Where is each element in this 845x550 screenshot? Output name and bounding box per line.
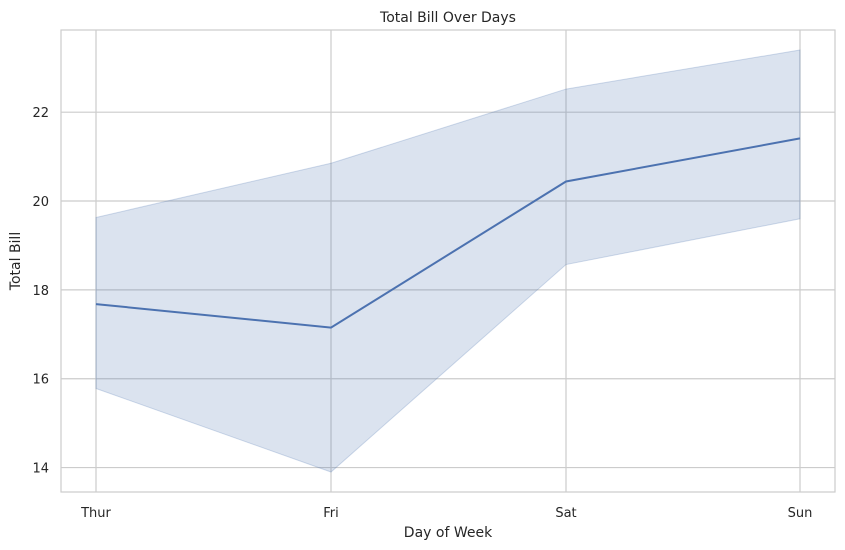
x-tick-label: Fri bbox=[323, 506, 339, 521]
grid bbox=[61, 30, 835, 492]
series-line bbox=[95, 137, 801, 329]
x-tick-label: Sun bbox=[788, 506, 813, 521]
y-tick-label: 22 bbox=[32, 106, 49, 121]
chart-title: Total Bill Over Days bbox=[379, 10, 516, 26]
x-axis-label: Day of Week bbox=[404, 525, 493, 541]
y-tick-label: 14 bbox=[32, 462, 49, 477]
confidence-band-layer bbox=[95, 49, 801, 473]
x-tick-label: Sat bbox=[555, 506, 576, 521]
series-line-layer bbox=[95, 137, 801, 329]
confidence-band bbox=[95, 49, 801, 473]
x-axis-ticks: Thur Fri Sat Sun bbox=[80, 506, 812, 521]
y-tick-label: 18 bbox=[32, 284, 49, 299]
y-tick-label: 20 bbox=[32, 195, 49, 210]
plot-frame bbox=[60, 29, 836, 493]
x-tick-label: Thur bbox=[80, 506, 111, 521]
y-tick-label: 16 bbox=[32, 373, 49, 388]
y-axis-ticks: 14 16 18 20 22 bbox=[32, 106, 49, 476]
y-axis-label: Total Bill bbox=[8, 232, 24, 291]
